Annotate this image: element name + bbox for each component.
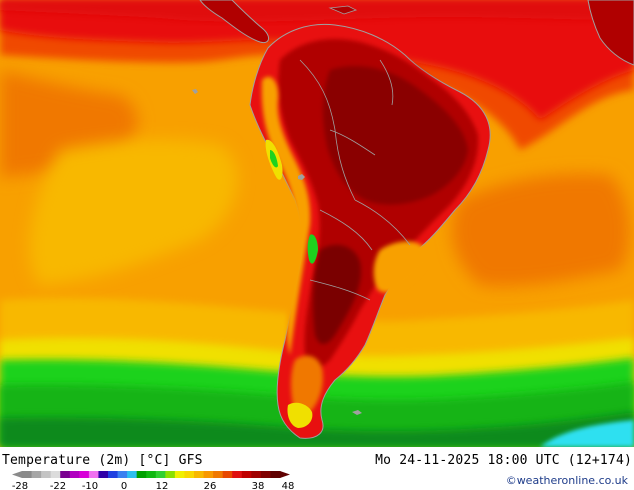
colorbar-swatch — [98, 471, 109, 478]
colorbar-swatch — [117, 471, 128, 478]
cold-cyan-region — [540, 420, 634, 447]
southeast-orange — [373, 241, 428, 293]
falkland-islands — [352, 410, 362, 415]
north-red-band — [0, 0, 634, 120]
colorbar-swatch — [146, 471, 157, 478]
colorbar-tick-label: -22 — [50, 481, 66, 490]
galapagos-islands — [192, 89, 198, 94]
colorbar-tick-label: 0 — [121, 481, 127, 490]
colorbar-swatch — [174, 471, 185, 478]
colorbar-swatch — [241, 471, 252, 478]
atlantic-dark-orange — [451, 173, 630, 287]
colorbar-swatch — [232, 471, 243, 478]
tierra-del-fuego-yellow — [287, 402, 313, 428]
colorbar-tick-label: -10 — [82, 481, 98, 490]
colorbar-swatch — [88, 471, 99, 478]
andes-green-spots — [307, 234, 318, 264]
country-borders — [299, 59, 411, 301]
temperature-map — [0, 0, 634, 447]
lake-titicaca — [298, 174, 305, 180]
colorbar-swatch — [260, 471, 271, 478]
africa-land — [587, 0, 634, 66]
valid-time: Mo 24-11-2025 18:00 UTC (12+174) — [375, 453, 632, 468]
land-maroon-core — [323, 66, 468, 205]
map-footer: Temperature (2m) [°C] GFS Mo 24-11-2025 … — [0, 447, 634, 490]
coastal-green — [270, 150, 278, 168]
colorbar-tick-label: 48 — [282, 481, 295, 490]
colorbar-tick-label: 38 — [252, 481, 265, 490]
colorbar-arrow-low — [12, 471, 22, 478]
colorbar-swatch — [60, 471, 71, 478]
north-deep-red — [0, 0, 634, 22]
land-maroon-south — [313, 244, 361, 345]
colorbar-swatch — [155, 471, 166, 478]
colorbar-swatch — [203, 471, 214, 478]
colorbar-swatch — [69, 471, 80, 478]
colorbar-swatch — [270, 471, 281, 478]
colorbar-swatch — [79, 471, 90, 478]
colorbar-tick-label: 12 — [156, 481, 169, 490]
colorbar-swatch — [50, 471, 61, 478]
colorbar: -28 -22 -10 0 12 26 38 48 — [12, 471, 295, 490]
weather-map — [0, 0, 634, 447]
colorbar-swatch — [222, 471, 233, 478]
colorbar-swatch — [213, 471, 224, 478]
colorbar-swatch — [184, 471, 195, 478]
colorbar-tick-label: 26 — [204, 481, 217, 490]
colorbar-swatch — [165, 471, 176, 478]
colorbar-swatch — [136, 471, 147, 478]
pacific-light-orange — [29, 139, 238, 285]
colorbar-tick-label: -28 — [12, 481, 28, 490]
patagonia-orange — [290, 355, 323, 415]
colorbar-swatch — [41, 471, 52, 478]
colorbar-swatch — [127, 471, 138, 478]
site-credit-link[interactable]: ©weatheronline.co.uk — [505, 474, 628, 487]
caribbean-island — [328, 5, 358, 15]
colorbar-swatch — [251, 471, 262, 478]
colorbar-arrow-high — [280, 471, 290, 478]
colorbar-swatch — [22, 471, 33, 478]
colorbar-swatch — [31, 471, 42, 478]
colorbar-swatch — [108, 471, 119, 478]
map-title: Temperature (2m) [°C] GFS — [2, 453, 203, 468]
central-america-land — [199, 0, 269, 44]
colorbar-swatch — [194, 471, 205, 478]
